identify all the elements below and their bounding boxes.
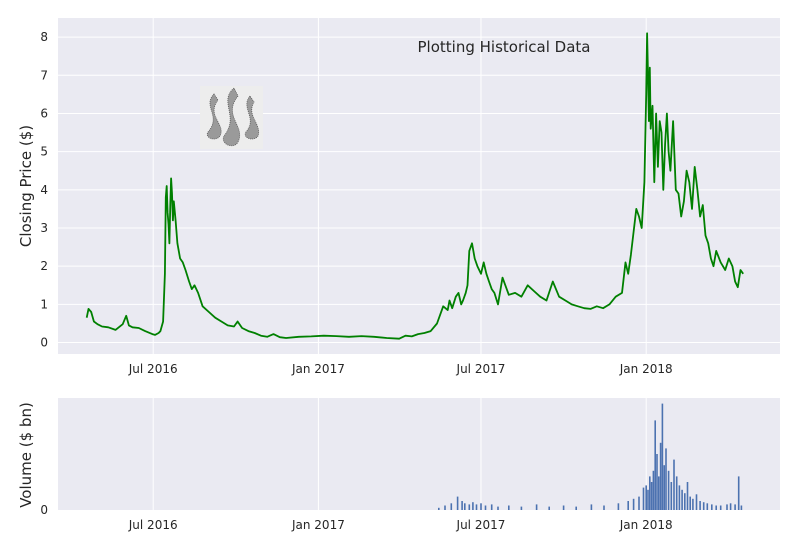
volume-bars [438, 403, 743, 510]
volume-bar [472, 502, 474, 510]
volume-bar [686, 482, 689, 510]
price-x-tick-label: Jul 2017 [456, 362, 506, 376]
price-y-tick-label: 0 [40, 336, 48, 350]
volume-bar [638, 496, 640, 510]
volume-bar [647, 489, 649, 510]
volume-bar [497, 506, 499, 510]
volume-bar [649, 476, 651, 510]
volume-bar [726, 504, 728, 510]
price-x-tick-label: Jul 2016 [128, 362, 178, 376]
volume-bar [667, 470, 670, 510]
price-y-tick-label: 5 [40, 145, 48, 159]
price-plot-area [58, 18, 780, 354]
volume-bar [656, 454, 658, 510]
volume-bar [715, 505, 717, 510]
volume-bar [617, 503, 620, 510]
chart-title: Plotting Historical Data [418, 38, 591, 56]
volume-bar [675, 476, 678, 510]
volume-bar [673, 459, 675, 510]
volume-bar [740, 505, 743, 510]
volume-x-tick-label: Jan 2017 [291, 518, 345, 532]
volume-bar [678, 485, 681, 510]
price-x-ticks: Jul 2016 Jan 2017 Jul 2017 Jan 2018 [128, 362, 673, 376]
volume-bar [464, 503, 466, 510]
volume-bar [689, 496, 691, 510]
volume-bar [650, 482, 653, 510]
logo-stroke-middle [222, 87, 240, 147]
volume-bar [711, 504, 713, 510]
price-y-axis-label: Closing Price ($) [17, 125, 35, 247]
volume-y-tick-label: 0 [40, 503, 48, 517]
volume-bar [490, 504, 493, 510]
volume-x-tick-label: Jul 2017 [456, 518, 506, 532]
volume-bar [642, 487, 645, 510]
volume-bar [632, 498, 635, 510]
price-line-group [85, 32, 744, 340]
price-y-tick-label: 1 [40, 297, 48, 311]
volume-bar [450, 503, 453, 510]
volume-bar [645, 485, 647, 510]
price-series-line [85, 32, 744, 340]
price-y-tick-label: 7 [40, 68, 48, 82]
price-x-tick-label: Jan 2017 [291, 362, 345, 376]
volume-bar [444, 505, 446, 510]
volume-bar [438, 507, 440, 510]
volume-y-ticks: 0 [40, 503, 48, 517]
volume-bar [684, 493, 686, 510]
volume-bar [665, 448, 667, 510]
volume-bar [729, 503, 732, 510]
volume-bar [652, 470, 655, 510]
price-y-ticks: 0 1 2 3 4 5 6 7 8 [40, 30, 48, 349]
price-y-tick-label: 8 [40, 30, 48, 44]
logo-stroke-left [206, 93, 222, 140]
price-y-tick-label: 4 [40, 183, 48, 197]
volume-bar [484, 505, 487, 510]
volume-bar [699, 501, 701, 510]
volume-bar [575, 506, 577, 510]
volume-bar [737, 476, 740, 510]
volume-bar [468, 504, 471, 510]
volume-bar [663, 465, 665, 510]
volume-bar [520, 506, 523, 510]
price-y-tick-label: 3 [40, 221, 48, 235]
volume-bar [661, 403, 664, 510]
volume-bar [734, 504, 736, 510]
volume-bar [461, 501, 463, 510]
volume-bar [535, 504, 538, 510]
volume-plot-area [58, 398, 780, 510]
volume-bar [659, 442, 662, 510]
volume-bar [695, 494, 698, 510]
volume-bar [456, 496, 459, 510]
volume-bar [590, 504, 593, 510]
volume-bar [548, 506, 550, 510]
volume-bar [692, 498, 694, 510]
volume-bar [627, 501, 629, 510]
price-x-tick-label: Jan 2018 [619, 362, 673, 376]
volume-bar [706, 503, 709, 510]
price-y-tick-label: 2 [40, 259, 48, 273]
volume-bar [562, 505, 565, 510]
steem-logo [200, 86, 263, 149]
volume-bar [508, 505, 510, 510]
logo-stroke-right [244, 95, 260, 140]
volume-x-tick-label: Jan 2018 [619, 518, 673, 532]
volume-bar [603, 505, 605, 510]
price-grid [58, 18, 780, 354]
volume-x-ticks: Jul 2016 Jan 2017 Jul 2017 Jan 2018 [128, 518, 673, 532]
price-y-tick-label: 6 [40, 106, 48, 120]
volume-panel: 0 Jul 2016 Jan 2017 Jul 2017 Jan 2018 Volum… [17, 398, 780, 532]
volume-bar [654, 420, 656, 510]
volume-bar [681, 489, 683, 510]
volume-bar [719, 505, 722, 510]
volume-bar [670, 482, 673, 510]
volume-bar [702, 502, 705, 510]
volume-bar [658, 476, 660, 510]
price-panel: 0 1 2 3 4 5 6 7 8 Jul 2016 Jan 2017 Jul 2017 Jan 20… [17, 18, 780, 376]
volume-bar [480, 503, 482, 510]
volume-bar [475, 504, 478, 510]
volume-x-tick-label: Jul 2016 [128, 518, 178, 532]
volume-y-axis-label: Volume ($ bn) [17, 402, 35, 508]
